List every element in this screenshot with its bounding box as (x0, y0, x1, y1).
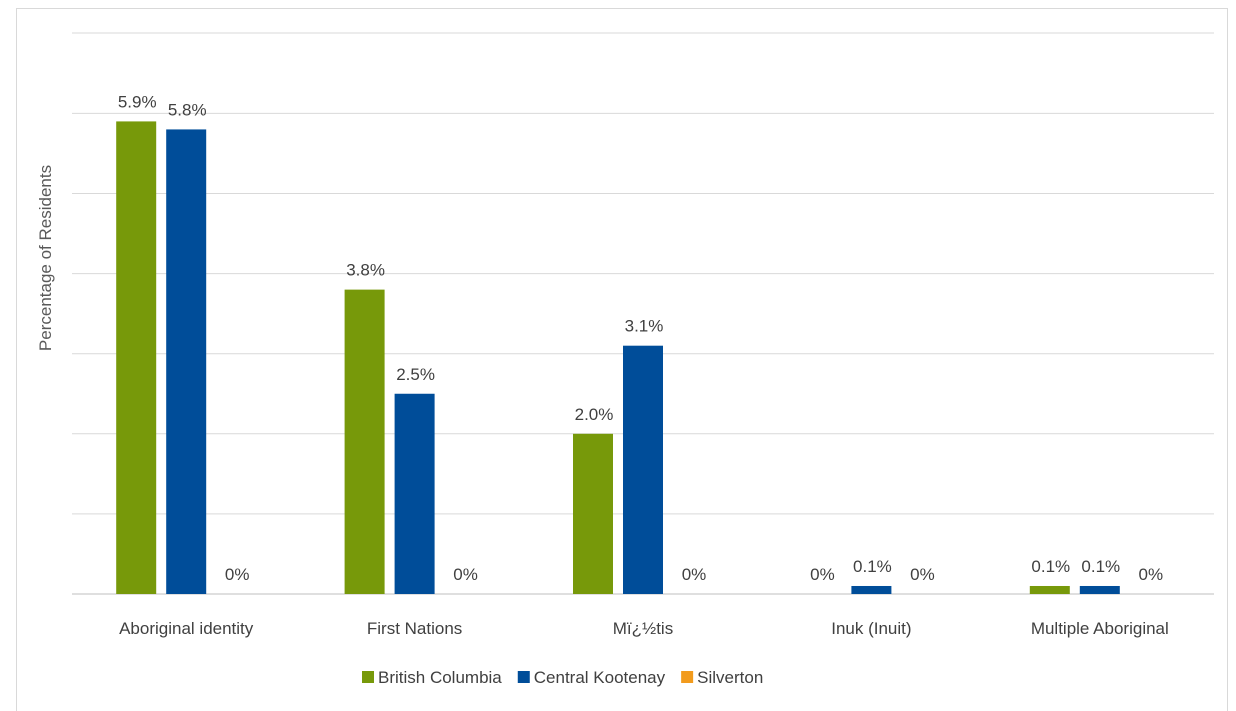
data-label: 5.8% (168, 100, 207, 119)
x-tick-label: First Nations (367, 619, 462, 638)
bar (394, 393, 435, 594)
bar (1029, 585, 1070, 594)
legend-label: Silverton (697, 668, 763, 687)
legend-swatch (681, 671, 694, 683)
data-label: 3.1% (625, 317, 664, 336)
x-tick-label: Multiple Aboriginal (1031, 619, 1169, 638)
data-labels: 5.9% 5.8% 0% 3.8% 2.5% 0% 2.0% 3.1% 0% 0% 0.1% 0% 0.… (118, 92, 1163, 584)
data-label: 5.9% (118, 92, 157, 111)
bar (573, 433, 613, 594)
y-axis-label: Percentage of Residents (36, 165, 55, 351)
bars (116, 121, 1120, 595)
legend: British Columbia Central Kootenay Silverto… (362, 668, 763, 687)
bar (623, 345, 663, 594)
data-label: 2.5% (396, 365, 435, 384)
data-label: 0% (810, 565, 835, 584)
legend-swatch (362, 671, 374, 683)
bar (166, 129, 207, 595)
data-label: 0% (910, 565, 935, 584)
bar (1079, 585, 1120, 594)
x-tick-label: Aboriginal identity (119, 619, 254, 638)
data-label: 0% (225, 565, 250, 584)
data-label: 3.8% (346, 261, 385, 280)
data-label: 0.1% (853, 557, 892, 576)
data-label: 0% (453, 565, 478, 584)
data-label: 0% (1139, 565, 1164, 584)
chart-frame (16, 8, 1228, 711)
bar (116, 121, 157, 594)
x-axis-tick-labels: Aboriginal identity First Nations Mï¿½tis I… (119, 619, 1169, 638)
x-tick-label: Mï¿½tis (613, 619, 673, 638)
data-label: 0% (682, 565, 707, 584)
legend-label: Central Kootenay (534, 668, 666, 687)
bar (851, 585, 892, 594)
legend-label: British Columbia (378, 668, 502, 687)
bar (344, 289, 385, 594)
data-label: 0.1% (1031, 557, 1070, 576)
x-tick-label: Inuk (Inuit) (831, 619, 911, 638)
data-label: 0.1% (1081, 557, 1120, 576)
data-label: 2.0% (575, 405, 614, 424)
legend-swatch (517, 671, 530, 683)
